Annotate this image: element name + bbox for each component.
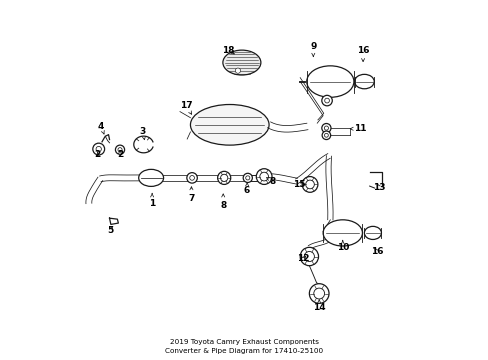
Text: 3: 3 [140, 127, 146, 140]
Text: 15: 15 [293, 180, 305, 189]
Text: 7: 7 [188, 187, 194, 203]
Text: 12: 12 [297, 254, 309, 263]
Text: 18: 18 [222, 46, 235, 55]
Ellipse shape [354, 75, 373, 89]
Circle shape [256, 169, 271, 184]
Ellipse shape [223, 50, 260, 75]
Polygon shape [109, 218, 118, 224]
Circle shape [115, 145, 124, 154]
Circle shape [321, 95, 332, 106]
Circle shape [235, 68, 240, 73]
Text: 17: 17 [180, 101, 192, 114]
Text: 14: 14 [312, 300, 325, 312]
Text: 6: 6 [244, 183, 250, 195]
Text: 2: 2 [94, 150, 101, 159]
Text: 4: 4 [98, 122, 104, 134]
Ellipse shape [323, 220, 362, 246]
Ellipse shape [139, 169, 163, 186]
Circle shape [300, 247, 318, 266]
Text: 11: 11 [349, 124, 366, 133]
Ellipse shape [364, 226, 381, 239]
Text: 8: 8 [220, 194, 226, 210]
Circle shape [321, 123, 330, 133]
Text: 1: 1 [149, 193, 155, 208]
Text: 16: 16 [356, 46, 368, 62]
Ellipse shape [190, 104, 268, 145]
Circle shape [243, 173, 252, 183]
Text: 10: 10 [336, 240, 348, 252]
Circle shape [93, 143, 104, 155]
Circle shape [186, 173, 197, 183]
Text: 2: 2 [117, 150, 123, 159]
Text: 5: 5 [107, 226, 114, 235]
Text: 9: 9 [309, 42, 316, 57]
Circle shape [302, 176, 317, 192]
Text: 16: 16 [370, 247, 383, 256]
Ellipse shape [306, 66, 353, 97]
Text: 13: 13 [372, 183, 385, 192]
Circle shape [322, 131, 330, 140]
Text: 8: 8 [266, 177, 276, 186]
Circle shape [217, 171, 230, 184]
Text: 2019 Toyota Camry Exhaust Components
Converter & Pipe Diagram for 17410-25100: 2019 Toyota Camry Exhaust Components Con… [165, 339, 323, 354]
Circle shape [309, 284, 328, 303]
